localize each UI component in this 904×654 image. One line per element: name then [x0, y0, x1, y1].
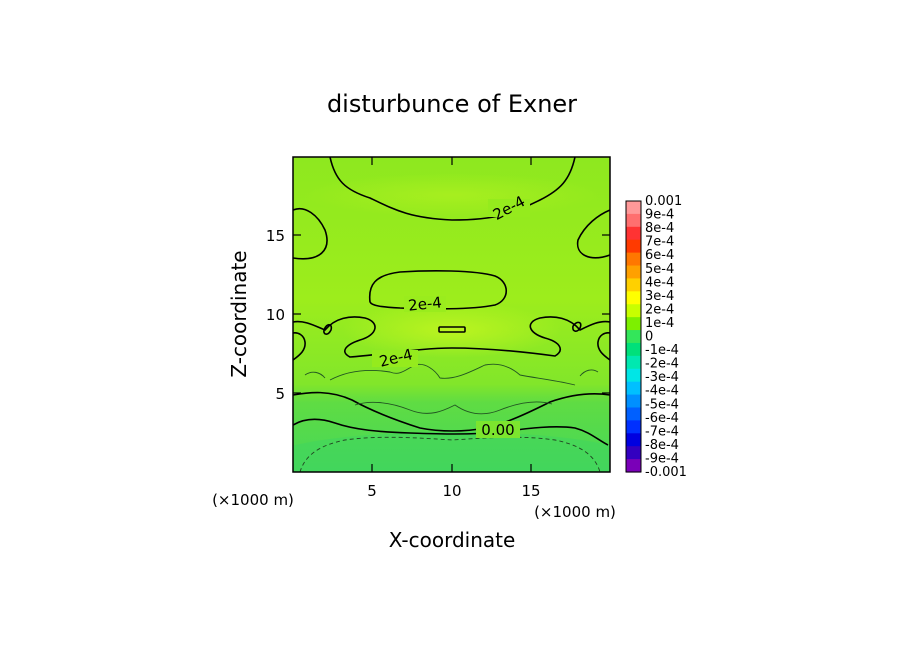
colorbar-label: 1e-4 — [645, 316, 674, 331]
contour-line — [579, 369, 599, 377]
colorbar-swatch — [626, 252, 641, 267]
colorbar-label: -4e-4 — [645, 384, 679, 399]
colorbar-swatch — [626, 317, 641, 331]
x-unit-label: (×1000 m) — [212, 491, 294, 509]
x-tick-label: 5 — [367, 482, 377, 500]
y-tick-label: 5 — [275, 385, 285, 403]
colorbar-swatch — [626, 394, 641, 409]
colorbar-swatch — [626, 342, 641, 357]
contour-line — [304, 371, 326, 379]
colorbar-label: -7e-4 — [645, 424, 679, 439]
colorbar-swatch — [626, 201, 641, 215]
colorbar-label: 2e-4 — [645, 302, 674, 317]
chart-title: disturbunce of Exner — [327, 90, 577, 118]
heatmap-high-region — [302, 173, 602, 217]
x-tick-label: 15 — [521, 482, 540, 500]
colorbar-label: -6e-4 — [645, 411, 679, 426]
contour-line — [576, 209, 610, 259]
y-tick-label: 15 — [266, 227, 285, 245]
contour-line — [329, 363, 576, 386]
heatmap-high-region — [342, 302, 562, 358]
contour-line-dashed — [299, 436, 601, 472]
colorbar-label: -8e-4 — [645, 438, 679, 453]
x-unit-label: (×1000 m) — [534, 503, 616, 521]
colorbar-label: 5e-4 — [645, 262, 674, 277]
contour-line — [597, 332, 610, 361]
contour-line — [293, 208, 328, 260]
contour-line — [293, 391, 610, 432]
contour-line — [572, 321, 582, 332]
colorbar-frame — [625, 200, 642, 473]
x-axis-label: X-coordinate — [389, 528, 516, 552]
colorbar-swatch — [626, 278, 641, 292]
contour-line — [354, 401, 553, 415]
colorbar-swatch — [626, 446, 641, 460]
colorbar-label: 7e-4 — [645, 235, 674, 250]
colorbar-swatch — [626, 291, 641, 305]
contour-line — [323, 323, 333, 335]
colorbar-swatch — [626, 355, 641, 370]
colorbar-label: 4e-4 — [645, 275, 674, 290]
colorbar-swatch — [626, 226, 641, 241]
colorbar-label: 0 — [645, 330, 653, 345]
colorbar-label: 3e-4 — [645, 289, 674, 304]
x-tick-label: 10 — [442, 482, 461, 500]
colorbar-swatch — [626, 420, 641, 434]
contour-label-bg — [372, 350, 418, 367]
colorbar-label: -0.001 — [645, 465, 687, 480]
plot-area: 2e-4 2e-4 2e-4 0.00 — [293, 157, 610, 472]
colorbar-label: -5e-4 — [645, 397, 679, 412]
contour-line — [293, 418, 609, 446]
colorbar-label: -9e-4 — [645, 451, 679, 466]
colorbar-swatch — [626, 304, 641, 318]
contour-label-bg — [404, 296, 446, 312]
contour-label: 0.00 — [481, 421, 514, 439]
colorbar-label: 6e-4 — [645, 248, 674, 263]
contour-label-group: 2e-4 2e-4 2e-4 0.00 — [372, 192, 530, 439]
contour-line — [438, 326, 466, 333]
contour-line — [293, 332, 306, 361]
colorbar-label: -2e-4 — [645, 357, 679, 372]
contour-line — [368, 270, 508, 310]
colorbar-swatch — [626, 433, 641, 447]
colorbar-swatch — [626, 407, 641, 421]
heatmap-low-region — [293, 432, 610, 472]
colorbar-swatch — [626, 265, 641, 280]
colorbar-label: 9e-4 — [645, 208, 674, 223]
contour-line — [293, 316, 610, 358]
contour-label-bg — [476, 421, 520, 438]
colorbar-label: -3e-4 — [645, 370, 679, 385]
colorbar-label: 8e-4 — [645, 221, 674, 236]
contour-label: 2e-4 — [407, 293, 442, 314]
colorbar-swatch — [626, 381, 641, 396]
colorbar-swatch — [626, 368, 641, 383]
colorbar: 0.0019e-48e-47e-46e-45e-44e-43e-42e-41e-… — [625, 194, 687, 480]
contour-label-bg — [488, 199, 530, 217]
y-axis-label: Z-coordinate — [227, 250, 251, 377]
colorbar-swatch — [626, 213, 641, 228]
colorbar-label: -1e-4 — [645, 343, 679, 358]
colorbar-swatch — [626, 239, 641, 254]
tick-marks — [293, 157, 610, 472]
colorbar-label: 0.001 — [645, 194, 682, 209]
colorbar-swatch — [626, 330, 641, 344]
contour-line — [329, 157, 576, 221]
contour-lines — [293, 157, 610, 446]
y-tick-label: 10 — [266, 306, 285, 324]
colorbar-swatch — [626, 459, 641, 473]
contour-lines-thin — [304, 363, 599, 415]
